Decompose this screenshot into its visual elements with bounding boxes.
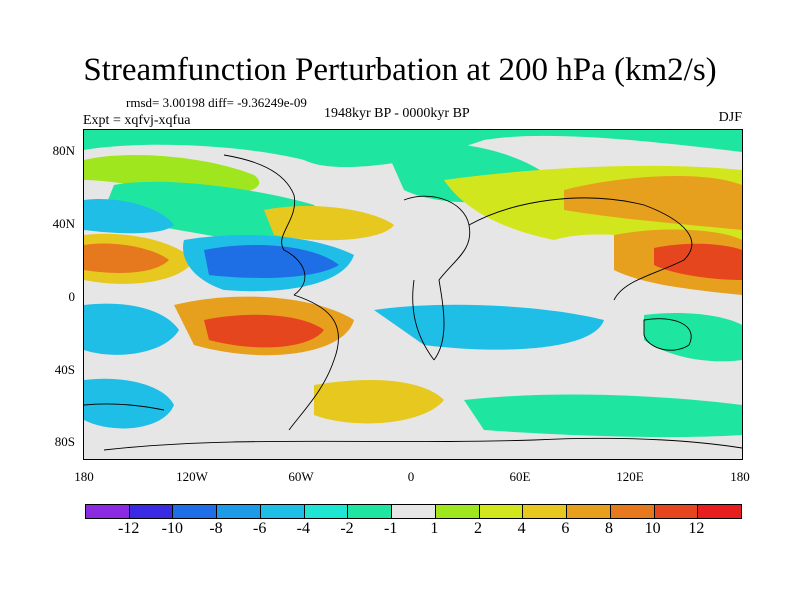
colorbar — [85, 504, 742, 519]
colorbar-label: -1 — [383, 520, 398, 537]
contour-pacific-blue — [84, 199, 174, 234]
contour-southern-ocean-teal — [464, 394, 742, 438]
experiment-label: Expt = xqfvj-xqfua — [83, 113, 191, 128]
colorbar-swatch — [523, 505, 568, 518]
y-tick-40n: 40N — [52, 216, 75, 231]
contour-south-yellow — [314, 380, 444, 424]
contour-south-atl-teal — [84, 303, 179, 355]
x-tick-180e: 180 — [730, 469, 750, 484]
colorbar-swatch — [654, 505, 699, 518]
colorbar-swatch — [435, 505, 480, 518]
season-label: DJF — [718, 110, 742, 125]
contour-tropic-pacific-red — [84, 243, 169, 273]
x-tick-60e: 60E — [509, 469, 531, 484]
colorbar-label: 12 — [688, 520, 705, 537]
y-tick-0: 0 — [68, 289, 76, 304]
y-tick-40s: 40S — [54, 362, 75, 377]
colorbar-label: 4 — [517, 520, 526, 537]
colorbar-label: 10 — [644, 520, 661, 537]
map-panel — [83, 129, 743, 460]
colorbar-label: -12 — [117, 520, 140, 537]
contour-north-green — [84, 155, 260, 195]
colorbar-swatch — [479, 505, 524, 518]
colorbar-label: 6 — [561, 520, 570, 537]
colorbar-label: -10 — [161, 520, 183, 537]
coastlines — [84, 154, 742, 451]
contour-map — [84, 130, 742, 451]
colorbar-swatch — [260, 505, 305, 518]
contour-asia-orange — [564, 175, 742, 230]
colorbar-swatch — [173, 505, 218, 518]
x-tick-180w: 180 — [74, 469, 94, 484]
contour-tropic-america-dark — [204, 245, 339, 278]
contour-indian-teal — [374, 304, 604, 350]
contour-aus-blue — [644, 313, 742, 362]
colorbar-swatch — [86, 505, 130, 518]
colorbar-swatch — [392, 505, 436, 518]
colorbar-swatch — [304, 505, 349, 518]
period-label: 1948kyr BP - 0000kyr BP — [324, 106, 470, 121]
colorbar-label: -8 — [209, 520, 223, 537]
contour-south-america-red — [204, 314, 324, 348]
contour-n-atl-orange — [264, 205, 394, 241]
contour-nw-teal — [104, 181, 320, 243]
x-tick-0: 0 — [407, 469, 415, 484]
y-tick-80s: 80S — [54, 434, 75, 449]
x-tick-60w: 60W — [288, 469, 314, 484]
colorbar-swatch — [610, 505, 655, 518]
colorbar-label: 8 — [605, 520, 613, 537]
colorbar-swatch — [348, 505, 393, 518]
colorbar-label: 1 — [430, 520, 439, 537]
colorbar-swatch — [129, 505, 174, 518]
x-tick-120w: 120W — [176, 469, 208, 484]
colorbar-label: -4 — [296, 520, 310, 537]
colorbar-swatch — [698, 505, 742, 518]
colorbar-label: 2 — [474, 520, 482, 537]
x-tick-120e: 120E — [616, 469, 644, 484]
plot-title: Streamfunction Perturbation at 200 hPa (… — [83, 52, 717, 88]
stats-text: rmsd= 3.00198 diff= -9.36249e-09 — [126, 95, 307, 110]
y-tick-80n: 80N — [52, 143, 75, 158]
colorbar-swatch — [217, 505, 261, 518]
colorbar-label: -2 — [340, 520, 354, 537]
contour-tropic-east-red — [654, 243, 742, 280]
colorbar-label: -6 — [252, 520, 267, 537]
contour-south-teal-band — [84, 378, 174, 429]
colorbar-swatch — [567, 505, 611, 518]
